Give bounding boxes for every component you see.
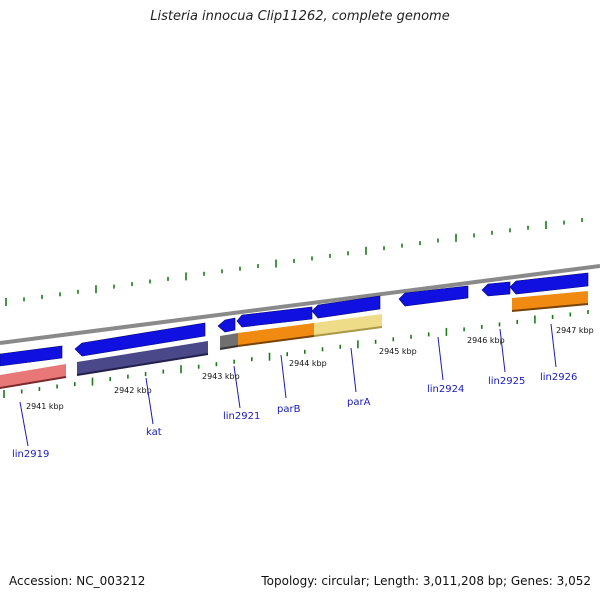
gene-label-lin2924[interactable]: lin2924 (427, 384, 464, 395)
gene-arrow-lin2919[interactable] (0, 345, 63, 367)
kbp-label-2943: 2943 kbp (202, 372, 240, 381)
feature-block-parA (314, 314, 382, 336)
gene-leader-parB (280, 354, 287, 399)
kbp-label-2941: 2941 kbp (26, 402, 64, 411)
gene-label-lin2919[interactable]: lin2919 (12, 449, 49, 460)
feature-block-parB (238, 323, 314, 346)
gene-arrow-lin2921[interactable] (217, 317, 236, 333)
gene-arrow-lin2924[interactable] (398, 285, 469, 307)
gene-leader-lin2919 (19, 401, 29, 447)
feature-block-lin2926 (512, 291, 588, 311)
gene-label-parB[interactable]: parB (277, 404, 301, 415)
gene-leader-lin2925 (499, 328, 506, 373)
gene-label-parA[interactable]: parA (347, 397, 371, 408)
outer-ticks (5, 218, 583, 306)
kbp-label-2947: 2947 kbp (556, 326, 594, 335)
gene-label-lin2926[interactable]: lin2926 (540, 372, 577, 383)
kbp-label-2946: 2946 kbp (467, 336, 505, 345)
kbp-label-2945: 2945 kbp (379, 347, 417, 356)
topology-text: Topology: circular; Length: 3,011,208 bp… (261, 574, 591, 588)
feature-block-lin2921 (220, 333, 238, 349)
genome-backbone (0, 264, 600, 345)
gene-leader-lin2926 (550, 323, 557, 368)
gene-leader-lin2921 (233, 365, 241, 409)
inner-ticks (3, 310, 589, 398)
gene-label-lin2925[interactable]: lin2925 (488, 376, 525, 387)
feature-block-kat (77, 341, 208, 375)
gene-leader-kat (145, 377, 154, 425)
gene-arrow-parA[interactable] (311, 295, 381, 319)
kbp-label-2944: 2944 kbp (289, 359, 327, 368)
gene-label-lin2921[interactable]: lin2921 (223, 411, 260, 422)
gene-arrow-kat[interactable] (74, 322, 206, 357)
gene-leader-lin2924 (437, 336, 444, 381)
gene-label-kat[interactable]: kat (146, 427, 162, 438)
gene-leader-parA (350, 347, 357, 393)
accession-text: Accession: NC_003212 (9, 574, 146, 588)
page-title: Listeria innocua Clip11262, complete gen… (150, 9, 450, 24)
gene-arrow-lin2926[interactable] (509, 272, 589, 295)
gene-arrow-lin2925[interactable] (481, 281, 511, 297)
feature-block-lin2919 (0, 364, 66, 388)
gene-arrow-parB[interactable] (236, 306, 313, 328)
kbp-label-2942: 2942 kbp (114, 386, 152, 395)
